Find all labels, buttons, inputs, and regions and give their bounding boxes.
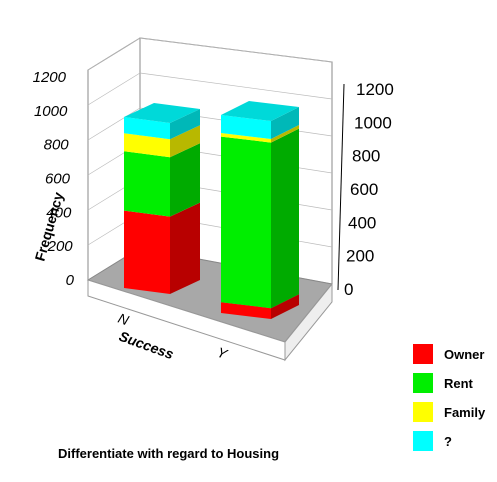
y-tick-label-left: 800 <box>44 137 70 154</box>
legend-label-owner: Owner <box>444 347 484 362</box>
y-tick-label-right: 400 <box>348 213 376 232</box>
y-tick-label-right: 0 <box>344 280 353 299</box>
y-tick-label-left: 0 <box>66 272 75 289</box>
chart-title: Differentiate with regard to Housing <box>58 446 279 461</box>
legend-swatch-unknown <box>413 431 433 451</box>
bar-stack-n <box>124 103 200 294</box>
bar-segment-side <box>271 107 299 139</box>
legend-swatch-family <box>413 402 433 422</box>
grid-line-side <box>87 37 141 71</box>
bar-segment-side <box>170 143 200 217</box>
bar-segment-front <box>124 210 170 294</box>
floor-side <box>284 282 333 362</box>
bars-group <box>124 101 299 319</box>
bar-segment-side <box>271 125 299 143</box>
bar-segment-side <box>271 128 299 309</box>
x-axis-label: Success <box>117 328 176 363</box>
legend-swatch-owner <box>413 344 433 364</box>
y-tick-label-right: 600 <box>350 180 378 199</box>
y-tick-label-right: 200 <box>346 247 374 266</box>
legend-label-family: Family <box>444 405 486 420</box>
grid-line-side <box>87 107 141 141</box>
category-label-n: N <box>116 310 132 329</box>
bar-segment-side <box>271 294 299 319</box>
bar-top <box>221 101 299 121</box>
bar-segment-front <box>221 115 271 139</box>
y-tick-label-left: 400 <box>46 204 72 221</box>
bar-segment-side <box>170 109 200 140</box>
legend-label-unknown: ? <box>444 434 452 449</box>
y-tick-label-right: 1200 <box>356 80 394 99</box>
y-tick-label-left: 200 <box>47 238 74 255</box>
bar-segment-side <box>170 125 200 158</box>
y-tick-label-left: 1200 <box>33 69 67 86</box>
y-tick-label-left: 1000 <box>34 103 68 120</box>
grid-line-back <box>139 37 333 63</box>
bar-segment-front <box>124 151 170 217</box>
bar-segment-front <box>124 117 170 140</box>
bar-top <box>124 103 200 123</box>
bar-segment-front <box>221 136 271 309</box>
bar-segment-side <box>170 202 200 294</box>
legend-label-rent: Rent <box>444 376 474 391</box>
right-axis-line <box>337 83 345 291</box>
category-label-y: Y <box>215 344 231 363</box>
y-tick-label-left: 600 <box>45 171 71 188</box>
legend: Owner Rent Family ? <box>413 344 486 451</box>
y-tick-label-right: 1000 <box>354 113 392 132</box>
bar-segment-front <box>221 133 271 143</box>
grid-line-back <box>139 72 333 100</box>
grid-line-side <box>87 72 141 106</box>
bar-segment-front <box>221 302 271 319</box>
bar-segment-front <box>124 133 170 158</box>
tick-labels: 0 0 200 200 400 400 600 600 800 800 1000 1000 1200 12… <box>33 69 394 299</box>
bar-stack-y <box>221 101 299 319</box>
y-tick-label-right: 800 <box>352 147 380 166</box>
legend-swatch-rent <box>413 373 433 393</box>
